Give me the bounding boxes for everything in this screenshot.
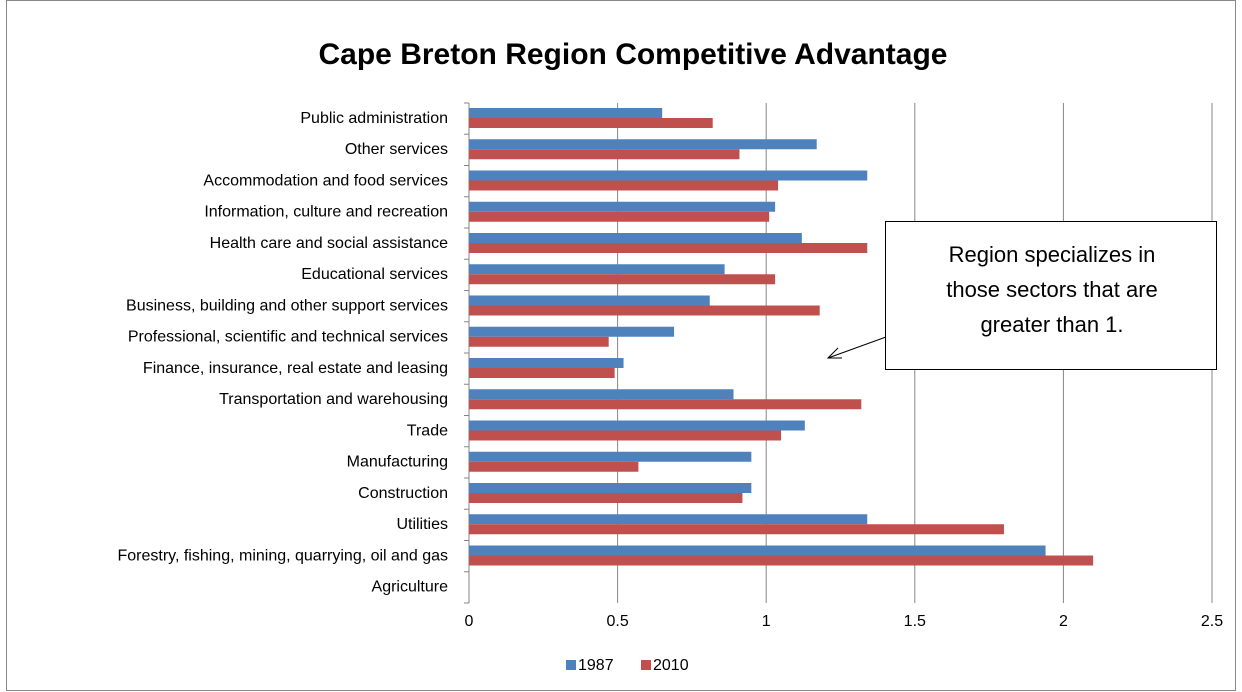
bar <box>469 211 770 222</box>
bar <box>469 461 639 472</box>
y-tick-label: Transportation and warehousing <box>219 391 448 408</box>
y-tick-label: Forestry, fishing, mining, quarrying, oi… <box>117 547 448 564</box>
x-tick-label: 1 <box>762 613 771 630</box>
bar <box>469 368 615 378</box>
bar <box>469 399 862 410</box>
bar <box>469 545 1046 556</box>
x-tick-label: 0.5 <box>606 613 628 630</box>
x-tick-label: 2.5 <box>1201 613 1223 630</box>
x-tick-label: 0 <box>465 613 474 630</box>
bar <box>469 305 820 316</box>
y-tick-label: Business, building and other support ser… <box>126 297 448 314</box>
bar <box>469 514 868 525</box>
bar <box>469 326 675 337</box>
bar <box>469 336 609 347</box>
y-tick-label: Agriculture <box>372 579 449 596</box>
bar <box>469 149 740 160</box>
y-tick-label: Finance, insurance, real estate and leas… <box>143 360 448 377</box>
annotation-text: those sectors that are <box>946 277 1158 302</box>
bar <box>469 170 868 181</box>
annotation-text: Region specializes in <box>949 242 1156 267</box>
bar <box>469 358 624 368</box>
legend-label: 2010 <box>653 657 689 674</box>
bar <box>469 451 752 462</box>
legend-swatch <box>566 660 576 670</box>
bar <box>469 108 663 118</box>
legend-swatch <box>641 660 651 670</box>
bar <box>469 389 734 400</box>
annotation-arrow <box>827 336 887 359</box>
y-tick-label: Professional, scientific and technical s… <box>128 329 448 346</box>
chart-title: Cape Breton Region Competitive Advantage <box>319 38 948 71</box>
bar <box>469 243 868 253</box>
y-tick-label: Health care and social assistance <box>210 235 448 252</box>
bar <box>469 233 802 243</box>
bar <box>469 483 752 493</box>
y-tick-label: Manufacturing <box>347 454 448 471</box>
bar <box>469 524 1004 535</box>
annotation-arrowhead <box>826 347 842 359</box>
bar <box>469 139 817 150</box>
y-tick-label: Other services <box>345 141 448 158</box>
bar <box>469 420 805 431</box>
y-tick-label: Educational services <box>301 266 448 283</box>
y-tick-label: Public administration <box>300 110 448 127</box>
y-tick-label: Accommodation and food services <box>203 172 448 189</box>
bar <box>469 118 713 128</box>
y-tick-label: Information, culture and recreation <box>204 204 448 221</box>
bar <box>469 493 743 503</box>
y-tick-label: Construction <box>358 485 448 502</box>
annotation-box <box>885 221 1217 370</box>
bar <box>469 555 1094 566</box>
bar <box>469 430 782 441</box>
x-tick-label: 1.5 <box>904 613 926 630</box>
legend-label: 1987 <box>578 657 614 674</box>
annotation-text: greater than 1. <box>980 312 1123 337</box>
x-tick-label: 2 <box>1059 613 1068 630</box>
bar <box>469 201 776 212</box>
bar <box>469 264 725 275</box>
y-tick-label: Trade <box>407 422 448 439</box>
bar <box>469 274 776 285</box>
bar <box>469 295 710 306</box>
bar <box>469 180 779 191</box>
y-tick-label: Utilities <box>396 516 448 533</box>
